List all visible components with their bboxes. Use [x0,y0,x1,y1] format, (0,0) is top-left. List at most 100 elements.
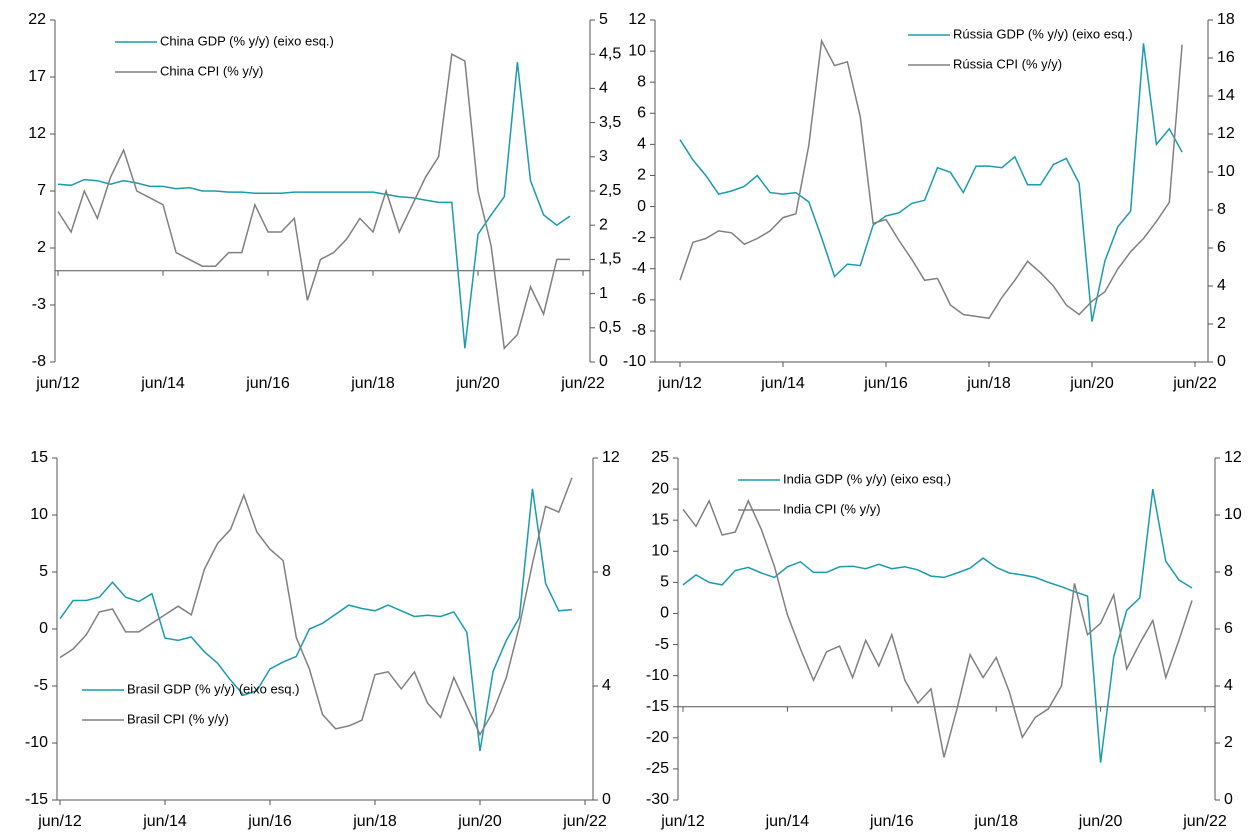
y2-tick-label: 4 [599,80,608,97]
y-tick-label: -4 [632,260,646,277]
x-tick-label: jun/14 [760,375,805,392]
x-tick-label: jun/22 [560,375,605,392]
y2-tick-label: 12 [1224,449,1242,466]
y-tick-label: -15 [646,698,669,715]
y-tick-label: -10 [25,734,48,751]
y-tick-label: 10 [651,542,669,559]
y-tick-label: 15 [651,511,669,528]
legend-label: Rússia CPI (% y/y) [953,56,1062,71]
legend-label: Brasil CPI (% y/y) [127,711,229,726]
x-tick-label: jun/22 [1172,375,1217,392]
y2-tick-label: 10 [1217,163,1235,180]
y-tick-label: 10 [30,506,48,523]
y-tick-label: -20 [646,729,669,746]
y2-tick-label: 10 [1224,506,1242,523]
y-tick-label: 7 [37,182,46,199]
series-line [57,62,571,349]
y2-tick-label: 0 [1224,791,1233,808]
y2-tick-label: 8 [1224,563,1233,580]
y-tick-label: 8 [637,73,646,90]
y-tick-label: -6 [632,291,646,308]
y-tick-label: -15 [25,791,48,808]
y-tick-label: 2 [37,239,46,256]
x-tick-label: jun/12 [657,375,702,392]
y-tick-label: 17 [28,68,46,85]
y2-tick-label: 8 [602,563,611,580]
x-tick-label: jun/16 [863,375,908,392]
y2-tick-label: 8 [1217,201,1226,218]
y2-tick-label: 0 [599,353,608,370]
y2-tick-label: 6 [1224,620,1233,637]
y-tick-label: 15 [30,449,48,466]
legend-label: India CPI (% y/y) [783,501,881,516]
series-line [682,498,1193,758]
y2-tick-label: 4 [1217,277,1226,294]
y2-tick-label: 6 [1217,239,1226,256]
y-tick-label: -30 [646,791,669,808]
y2-tick-label: 5 [599,11,608,28]
y2-tick-label: 0 [1217,353,1226,370]
x-tick-label: jun/12 [37,813,82,830]
legend-label: Brasil GDP (% y/y) (eixo esq.) [127,681,299,696]
y-tick-label: -2 [632,229,646,246]
x-tick-label: jun/12 [35,375,80,392]
x-tick-label: jun/18 [352,813,397,830]
legend-label: China GDP (% y/y) (eixo esq.) [160,33,334,48]
x-tick-label: jun/14 [765,813,810,830]
x-tick-label: jun/14 [140,375,185,392]
y2-tick-label: 0 [602,791,611,808]
y-tick-label: 6 [637,104,646,121]
y2-tick-label: 3 [599,148,608,165]
x-tick-label: jun/20 [1069,375,1114,392]
y-tick-label: -25 [646,760,669,777]
x-tick-label: jun/18 [973,813,1018,830]
series-line [59,477,573,737]
y2-tick-label: 14 [1217,87,1235,104]
y2-tick-label: 1,5 [599,251,621,268]
y-tick-label: 5 [660,574,669,591]
y-tick-label: -3 [32,296,46,313]
y-tick-label: -10 [646,667,669,684]
y2-tick-label: 12 [602,449,620,466]
x-tick-label: jun/20 [457,813,502,830]
x-tick-label: jun/18 [966,375,1011,392]
y-tick-label: 22 [28,11,46,28]
y-tick-label: 12 [628,11,646,28]
x-tick-label: jun/16 [247,813,292,830]
y2-tick-label: 2 [599,216,608,233]
y-tick-label: 25 [651,449,669,466]
y-tick-label: 12 [28,125,46,142]
y2-tick-label: 2 [1217,315,1226,332]
y-tick-label: -5 [34,677,48,694]
x-tick-label: jun/22 [1182,813,1227,830]
y2-tick-label: 4,5 [599,45,621,62]
x-tick-label: jun/12 [660,813,705,830]
y2-tick-label: 16 [1217,49,1235,66]
y2-tick-label: 1 [599,285,608,302]
y-tick-label: 4 [637,136,646,153]
y-tick-label: 20 [651,480,669,497]
legend-label: Rússia GDP (% y/y) (eixo esq.) [953,26,1133,41]
series-line [682,488,1193,763]
x-tick-label: jun/18 [350,375,395,392]
series-line [679,38,1183,320]
y-tick-label: 5 [39,563,48,580]
x-tick-label: jun/16 [245,375,290,392]
y-tick-label: 10 [628,42,646,59]
y2-tick-label: 4 [1224,677,1233,694]
x-tick-label: jun/22 [562,813,607,830]
y-tick-label: -5 [655,636,669,653]
series-line [57,53,570,350]
y2-tick-label: 12 [1217,125,1235,142]
y-tick-label: 2 [637,167,646,184]
x-tick-label: jun/20 [455,375,500,392]
series-line [59,488,572,752]
x-tick-label: jun/16 [869,813,914,830]
y2-tick-label: 3,5 [599,114,621,131]
x-tick-label: jun/14 [142,813,187,830]
y-tick-label: -10 [623,353,646,370]
y2-tick-label: 0,5 [599,319,621,336]
y2-tick-label: 4 [602,677,611,694]
legend-label: China CPI (% y/y) [160,63,263,78]
